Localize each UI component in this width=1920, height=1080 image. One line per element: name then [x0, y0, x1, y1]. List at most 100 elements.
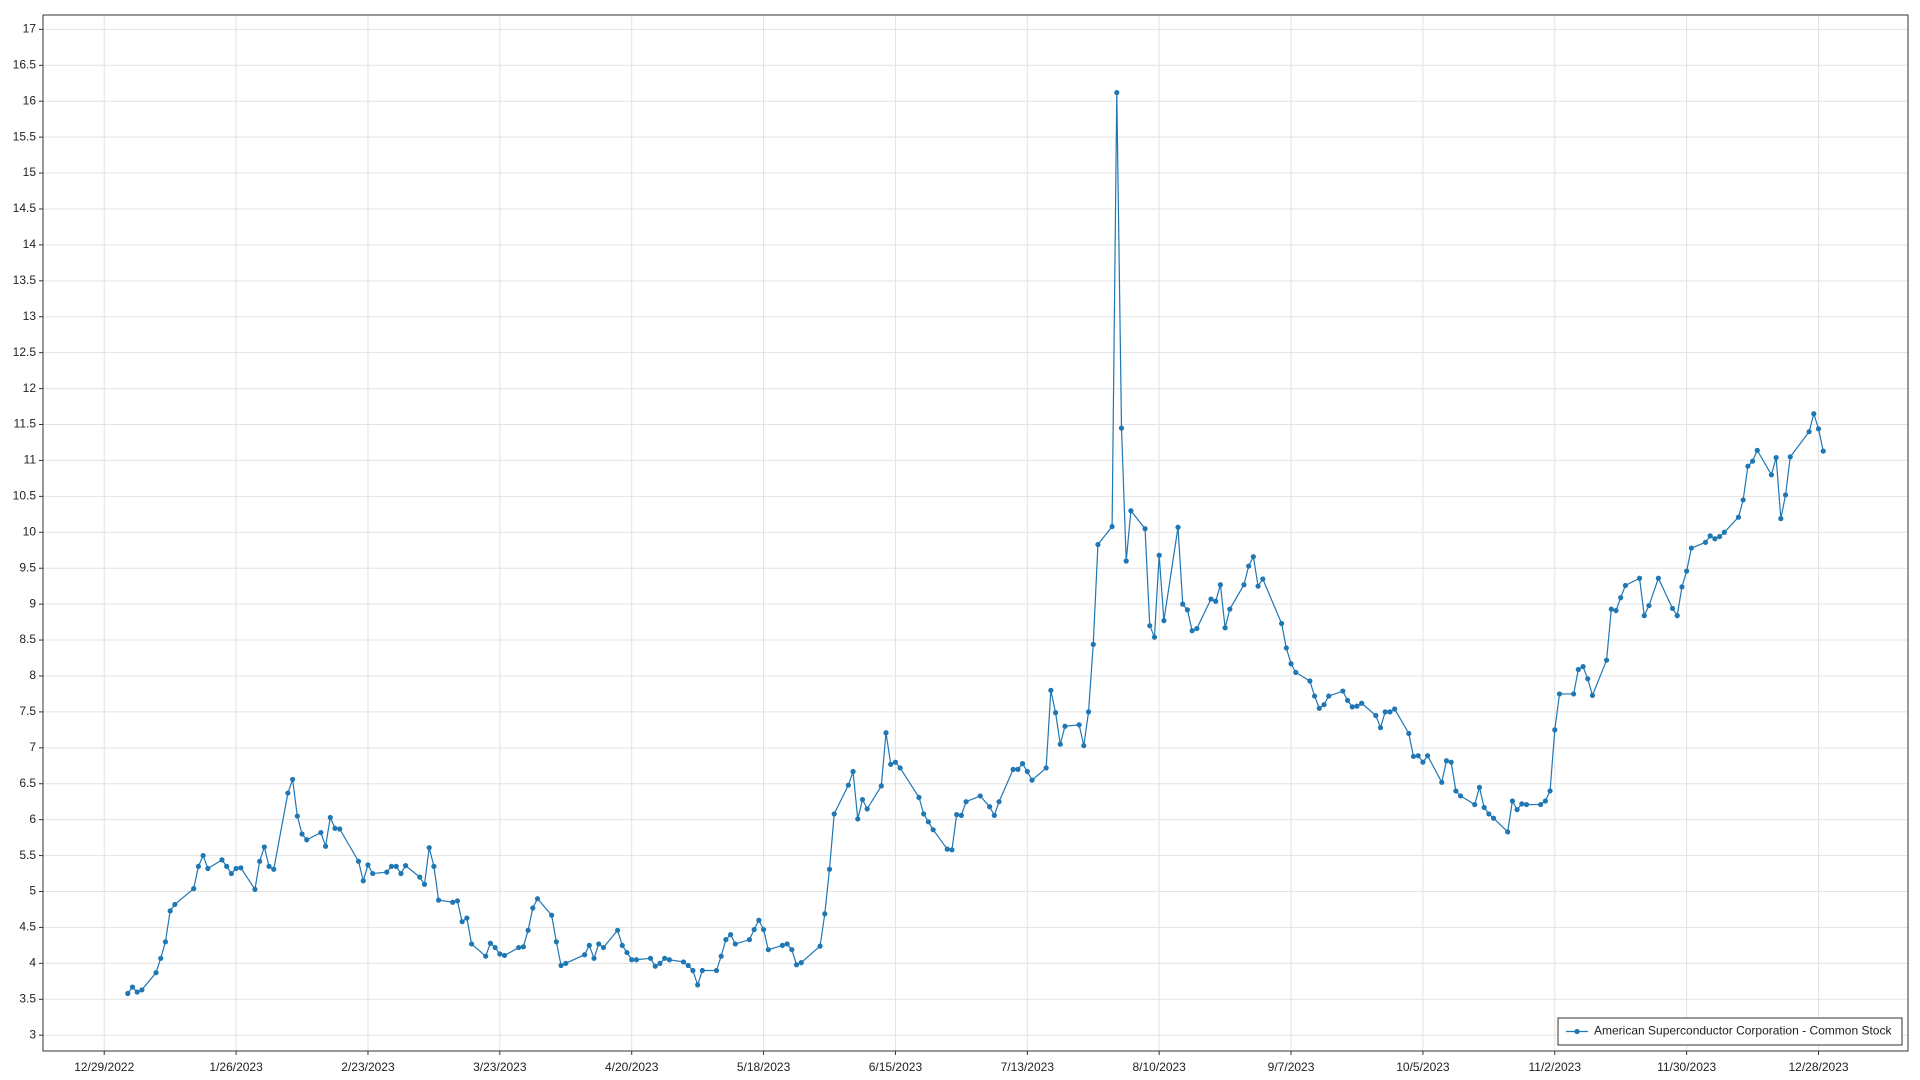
data-point — [1585, 676, 1591, 682]
data-point — [1109, 523, 1115, 530]
data-point — [459, 919, 465, 925]
data-point — [1476, 784, 1483, 790]
data-point — [1646, 602, 1652, 609]
data-point — [1490, 815, 1497, 821]
data-point — [1189, 628, 1195, 634]
data-point — [191, 886, 197, 892]
data-point — [1222, 625, 1228, 631]
data-point — [1721, 529, 1727, 535]
data-point — [327, 814, 333, 821]
data-point — [1815, 426, 1822, 432]
data-point — [290, 776, 296, 783]
data-point — [370, 870, 376, 877]
data-point — [322, 843, 329, 849]
data-point — [299, 831, 305, 837]
data-point — [1443, 758, 1450, 764]
data-point — [1114, 89, 1120, 96]
x-tick-label: 11/30/2023 — [1657, 1060, 1716, 1074]
data-point — [732, 941, 738, 947]
series-line — [127, 92, 1824, 994]
data-point — [530, 905, 536, 911]
data-point — [1523, 801, 1530, 808]
data-point — [1095, 541, 1101, 548]
data-point — [977, 793, 983, 799]
data-point — [487, 940, 494, 946]
x-tick-label: 9/7/2023 — [1268, 1060, 1315, 1074]
data-point — [728, 932, 734, 938]
data-point — [793, 962, 800, 968]
data-point — [878, 783, 884, 789]
data-point — [200, 852, 206, 859]
data-point — [1707, 533, 1713, 539]
data-point — [963, 799, 969, 805]
data-point — [464, 915, 470, 921]
data-point — [1326, 693, 1332, 699]
data-point — [1740, 497, 1746, 503]
data-point — [647, 955, 654, 961]
data-point — [1618, 595, 1624, 601]
data-point — [892, 759, 899, 765]
data-point — [586, 942, 592, 948]
data-point — [1655, 575, 1661, 581]
data-point — [888, 761, 894, 767]
x-tick-label: 10/5/2023 — [1396, 1060, 1450, 1074]
data-point — [393, 863, 399, 869]
data-point — [614, 927, 621, 933]
data-point — [1556, 691, 1563, 697]
data-point — [798, 960, 804, 966]
data-point — [760, 926, 767, 933]
data-point — [954, 812, 960, 818]
data-point — [1622, 582, 1629, 589]
data-point — [261, 844, 267, 850]
data-point — [1589, 692, 1596, 698]
data-point — [718, 953, 724, 959]
data-point — [271, 866, 277, 872]
data-point — [1118, 425, 1125, 431]
data-point — [172, 901, 178, 908]
data-point — [228, 870, 234, 877]
data-point — [1613, 607, 1619, 614]
data-point — [1052, 710, 1059, 716]
data-point — [1415, 753, 1421, 759]
data-point — [831, 811, 837, 817]
data-point — [294, 813, 300, 819]
data-point — [1217, 582, 1223, 588]
data-point — [129, 984, 136, 990]
data-point — [516, 944, 522, 951]
y-tick-label: 5 — [29, 884, 36, 898]
data-point — [864, 806, 870, 812]
data-point — [1406, 730, 1412, 737]
x-tick-label: 12/28/2023 — [1788, 1060, 1848, 1074]
data-point — [1015, 766, 1021, 772]
data-point — [633, 957, 640, 963]
data-point — [436, 897, 442, 903]
data-point — [1213, 598, 1219, 604]
data-point — [1293, 669, 1299, 675]
data-point — [1486, 811, 1492, 817]
data-point — [1382, 709, 1388, 715]
data-point — [563, 960, 569, 966]
y-tick-label: 9 — [29, 596, 36, 610]
data-point — [450, 899, 456, 905]
data-point — [1062, 723, 1068, 729]
data-point — [431, 863, 437, 869]
x-tick-label: 5/18/2023 — [737, 1060, 791, 1074]
data-point — [822, 911, 828, 917]
data-point — [897, 765, 903, 771]
data-point — [318, 829, 324, 836]
data-point — [723, 937, 729, 943]
data-point — [784, 941, 790, 947]
data-point — [859, 796, 866, 803]
data-point — [492, 944, 498, 951]
data-point — [925, 819, 932, 825]
data-point — [1410, 753, 1417, 760]
y-tick-label: 13.5 — [13, 273, 37, 287]
data-point — [426, 845, 432, 851]
x-tick-label: 11/2/2023 — [1529, 1060, 1582, 1074]
data-point — [996, 799, 1002, 805]
legend-marker — [1574, 1028, 1580, 1035]
data-point — [1820, 448, 1826, 454]
data-point — [1773, 454, 1779, 461]
x-tick-label: 4/20/2023 — [605, 1060, 659, 1074]
data-point — [949, 847, 955, 853]
